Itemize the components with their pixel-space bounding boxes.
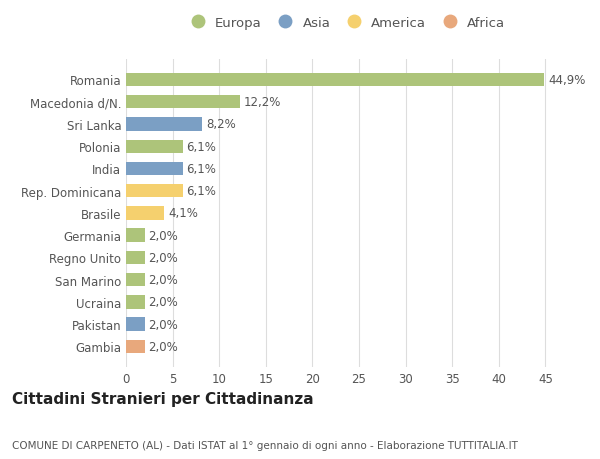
Text: 2,0%: 2,0% bbox=[148, 318, 178, 331]
Bar bbox=[126, 229, 145, 242]
Bar bbox=[126, 207, 164, 220]
Bar bbox=[126, 251, 145, 264]
Text: 2,0%: 2,0% bbox=[148, 229, 178, 242]
Text: 2,0%: 2,0% bbox=[148, 274, 178, 286]
Text: 6,1%: 6,1% bbox=[187, 185, 217, 198]
Bar bbox=[126, 340, 145, 353]
Text: 44,9%: 44,9% bbox=[548, 74, 586, 87]
Text: 6,1%: 6,1% bbox=[187, 162, 217, 175]
Legend: Europa, Asia, America, Africa: Europa, Asia, America, Africa bbox=[185, 17, 505, 30]
Text: 4,1%: 4,1% bbox=[168, 207, 198, 220]
Bar bbox=[126, 96, 239, 109]
Bar bbox=[126, 274, 145, 287]
Bar bbox=[126, 162, 183, 176]
Bar bbox=[126, 296, 145, 309]
Text: 2,0%: 2,0% bbox=[148, 340, 178, 353]
Text: 2,0%: 2,0% bbox=[148, 296, 178, 308]
Bar bbox=[126, 140, 183, 153]
Text: 2,0%: 2,0% bbox=[148, 252, 178, 264]
Bar bbox=[126, 118, 202, 131]
Bar bbox=[126, 73, 544, 87]
Bar bbox=[126, 185, 183, 198]
Bar bbox=[126, 318, 145, 331]
Text: 8,2%: 8,2% bbox=[206, 118, 236, 131]
Text: COMUNE DI CARPENETO (AL) - Dati ISTAT al 1° gennaio di ogni anno - Elaborazione : COMUNE DI CARPENETO (AL) - Dati ISTAT al… bbox=[12, 440, 518, 450]
Text: 6,1%: 6,1% bbox=[187, 140, 217, 153]
Text: 12,2%: 12,2% bbox=[244, 96, 281, 109]
Text: Cittadini Stranieri per Cittadinanza: Cittadini Stranieri per Cittadinanza bbox=[12, 391, 314, 406]
